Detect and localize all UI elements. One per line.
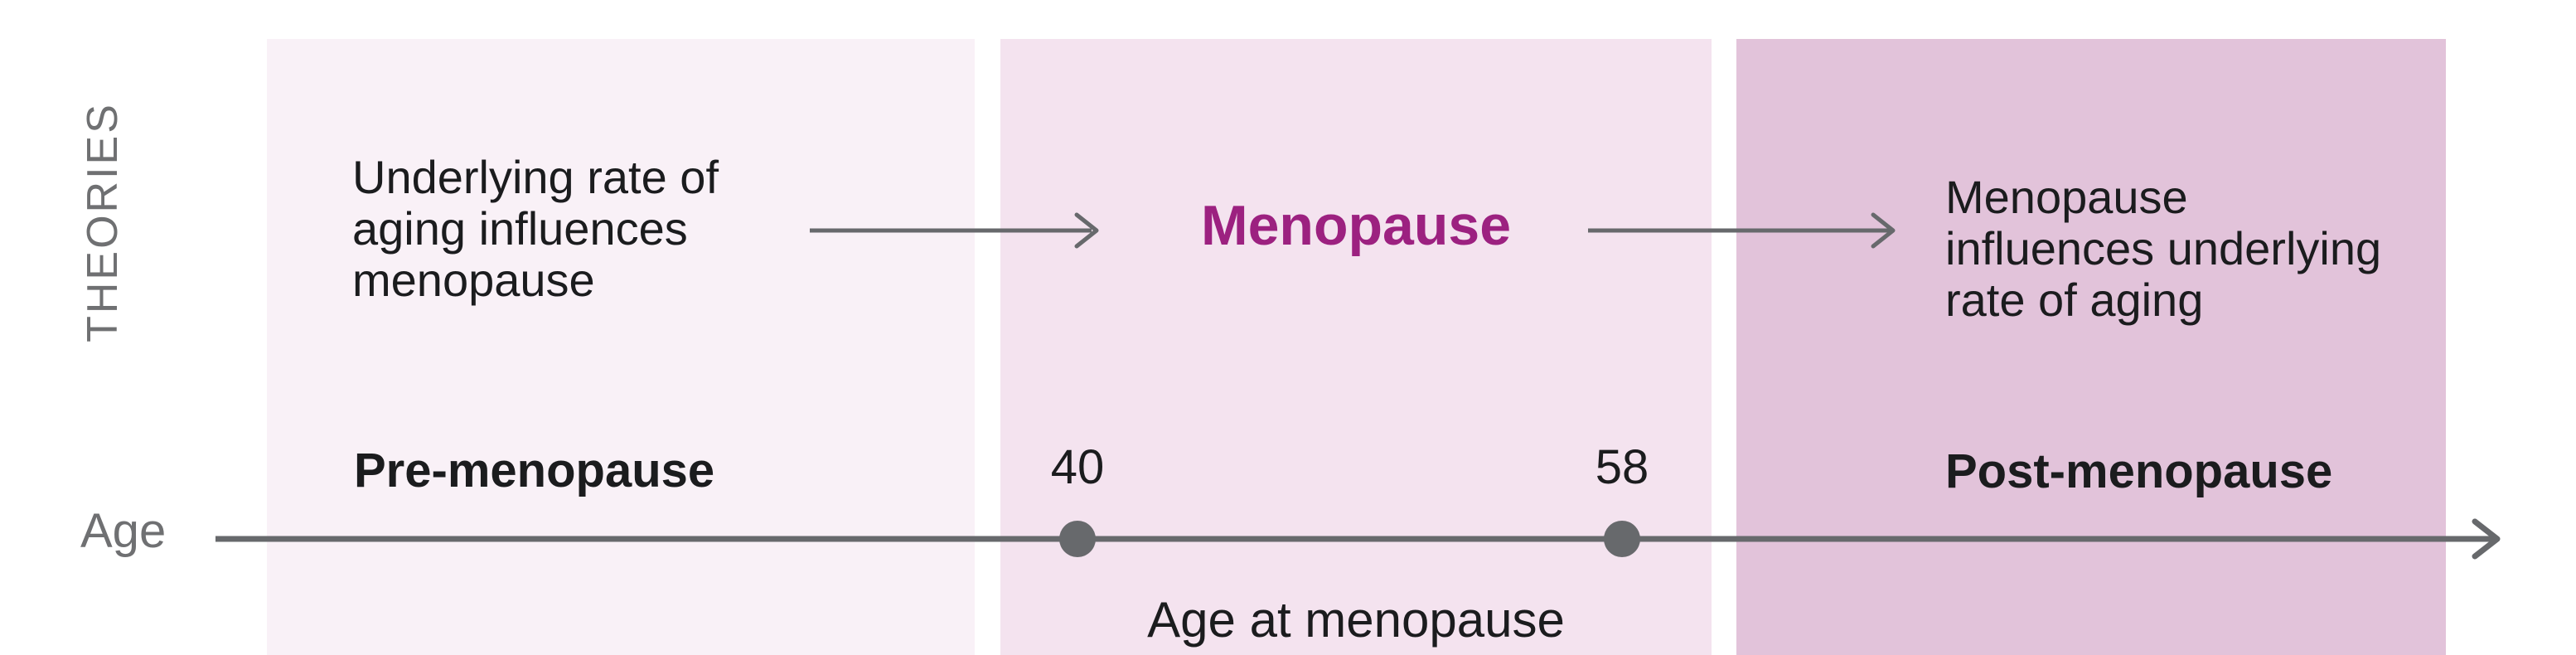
theory-text-left-line3: menopause	[352, 254, 595, 306]
pre-menopause-label: Pre-menopause	[354, 444, 715, 497]
theory-text-left: Underlying rate of aging influences meno…	[352, 152, 719, 306]
theory-text-left-line1: Underlying rate of	[352, 151, 719, 203]
age-at-menopause-annotation: Age at menopause	[1147, 592, 1565, 648]
theory-text-left-line2: aging influences	[352, 202, 688, 255]
arrow-right-icon	[1588, 212, 1896, 249]
age-40-dot	[1059, 521, 1096, 557]
menopause-panel	[1000, 39, 1712, 655]
theory-text-right-line2: influences underlying	[1945, 222, 2382, 274]
pre-menopause-panel	[267, 39, 975, 655]
age-58-dot	[1604, 521, 1640, 557]
theory-text-right-line3: rate of aging	[1945, 274, 2204, 326]
age-axis-arrow	[215, 518, 2501, 560]
arrow-right-icon	[810, 212, 1099, 249]
post-menopause-label: Post-menopause	[1945, 444, 2333, 498]
theories-side-label: THEORIES	[79, 102, 127, 342]
theory-text-right-line1: Menopause	[1945, 171, 2188, 223]
age-axis-label: Age	[80, 504, 167, 558]
age-58-label: 58	[1595, 440, 1649, 494]
post-menopause-panel	[1736, 39, 2446, 655]
theory-text-right: Menopause influences underlying rate of …	[1945, 172, 2381, 326]
age-40-label: 40	[1050, 440, 1105, 494]
menopause-title: Menopause	[1200, 194, 1512, 257]
